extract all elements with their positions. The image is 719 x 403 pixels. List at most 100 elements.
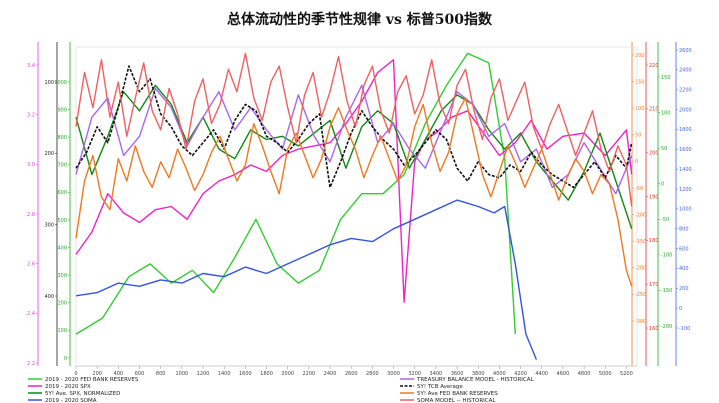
axis-tick-label: 400 xyxy=(57,245,67,251)
axis-tick-label: 1400 xyxy=(679,167,692,173)
axis-tick-label: 200 xyxy=(57,301,67,307)
legend-label: TREASURY BALANCE MODEL - HISTORICAL xyxy=(416,377,534,383)
grid-layer xyxy=(75,46,638,367)
axis-tick-label: 700 xyxy=(57,163,67,169)
axis-tick-label: 3.0 xyxy=(27,162,35,168)
chart-title: 总体流动性的季节性规律 vs 标普500指数 xyxy=(227,12,492,28)
x-tick-label: 800 xyxy=(156,371,166,377)
legend-item: 2019 - 2020 FED BANK RESERVES xyxy=(28,377,139,383)
x-tick-label: 1600 xyxy=(239,371,252,377)
axis-tick-label: 200 xyxy=(44,151,54,157)
axis-tick-label: 150 xyxy=(661,75,671,81)
series-line xyxy=(75,52,516,335)
x-tick-label: 2000 xyxy=(281,371,294,377)
series-1 xyxy=(75,59,633,303)
axis-red_right: 160 170 180 190 200 210 220 xyxy=(645,42,659,366)
axis-tick-label: 2600 xyxy=(679,48,692,54)
axis-tick-label: 2.6 xyxy=(27,261,35,267)
legend-label: 2019 - 2020 SOMA xyxy=(45,398,97,403)
axis-tick-label: -150 xyxy=(661,288,672,294)
axis-tick-label: 200 xyxy=(679,286,689,292)
legend-label: 5Y! Ave. SPX, NORMALIZED xyxy=(45,391,120,397)
legend-item: 2019 - 2020 SPX xyxy=(28,384,91,390)
x-tick-label: 4600 xyxy=(557,371,570,377)
x-tick-label: 5000 xyxy=(599,371,612,377)
axis-tick-label: 220 xyxy=(649,63,659,69)
x-tick-label: 1800 xyxy=(260,371,273,377)
axis-tick-label: 300 xyxy=(57,273,67,279)
series-line xyxy=(75,84,633,230)
legend-item: 5Y! Ave. SPX, NORMALIZED xyxy=(28,391,120,397)
x-tick-label: 1200 xyxy=(197,371,210,377)
x-tick-label: 3800 xyxy=(472,371,485,377)
axis-tick-label: -300 xyxy=(635,319,646,325)
axis-tick-label: 180 xyxy=(649,238,659,244)
x-tick-label: 400 xyxy=(114,371,124,377)
x-tick-label: 4200 xyxy=(514,371,527,377)
axis-tick-label: 0 xyxy=(64,356,67,362)
axis-tick-label: 800 xyxy=(679,227,689,233)
x-tick-label: 3000 xyxy=(387,371,400,377)
x-tick-label: 3200 xyxy=(408,371,421,377)
x-tick-label: 1000 xyxy=(175,371,188,377)
series-7 xyxy=(75,52,633,207)
series-line xyxy=(75,84,633,195)
axis-tick-label: 2.2 xyxy=(27,361,35,367)
axis-tick-label: 100 xyxy=(661,110,671,116)
axis-tick-label: -250 xyxy=(635,292,646,298)
series-2 xyxy=(75,84,633,230)
axis-tick-label: 2200 xyxy=(679,88,692,94)
x-tick-label: 2600 xyxy=(345,371,358,377)
axis-tick-label: 300 xyxy=(44,222,54,228)
legend-label: SOMA MODEL -- HISTORICAL xyxy=(417,398,496,403)
axis-tick-label: 2000 xyxy=(679,107,692,113)
x-tick-label: 4000 xyxy=(493,371,506,377)
axis-black_left: 400 300 200 100 xyxy=(44,42,58,366)
axes-layer: 0 200 400 600 800 1000 1200 1400 1600 1800 2000 220… xyxy=(27,42,692,377)
legend-label: 5Y! TCB Average xyxy=(417,384,463,390)
axis-tick-label: 160 xyxy=(649,326,659,332)
axis-tick-label: 3.4 xyxy=(27,63,35,69)
axis-tick-label: 50 xyxy=(635,133,641,139)
legend-item: 5Y! Ave FED BANK RESERVES xyxy=(400,391,498,397)
axis-tick-label: 2.4 xyxy=(27,311,35,317)
axis-tick-label: 3.2 xyxy=(27,112,35,118)
series-line xyxy=(75,199,538,360)
axis-tick-label: 2.8 xyxy=(27,212,35,218)
axis-tick-label: 400 xyxy=(44,294,54,300)
axis-tick-label: 200 xyxy=(649,150,659,156)
axis-tick-label: 1600 xyxy=(679,147,692,153)
axis-tick-label: 900 xyxy=(57,107,67,113)
axis-tick-label: 100 xyxy=(635,106,645,112)
x-tick-label: 5200 xyxy=(620,371,633,377)
axis-tick-label: 600 xyxy=(679,246,689,252)
axis-tick-label: 50 xyxy=(661,146,667,152)
series-line xyxy=(75,59,633,303)
plot-frame xyxy=(75,46,638,367)
axis-tick-label: -100 xyxy=(661,253,672,259)
axis-tick-label: 600 xyxy=(57,190,67,196)
axis-tick-label: 1000 xyxy=(54,80,67,86)
axis-tick-label: -100 xyxy=(635,212,646,218)
axis-tick-label: 210 xyxy=(649,107,659,113)
x-tick-label: 600 xyxy=(135,371,145,377)
axis-tick-label: 0 xyxy=(635,159,638,165)
x-tick-label: 4400 xyxy=(535,371,548,377)
series-4 xyxy=(75,84,633,195)
axis-tick-label: 1800 xyxy=(679,127,692,133)
axis-pink_left: 2.2 2.4 2.6 2.8 3.0 3.2 3.4 xyxy=(27,42,39,367)
x-tick-label: 1400 xyxy=(218,371,231,377)
legend-item: TREASURY BALANCE MODEL - HISTORICAL xyxy=(400,377,534,383)
axis-tick-label: 0 xyxy=(679,306,682,312)
axis-green_right: -200 -150 -100 -50 0 50 100 150 xyxy=(657,42,672,366)
axis-tick-label: -200 xyxy=(661,324,672,330)
series-line xyxy=(75,52,633,207)
axis-tick-label: 100 xyxy=(44,80,54,86)
axis-tick-label: 150 xyxy=(635,79,645,85)
axis-blue_right: -100 0 200 400 600 800 1000 1200 1400 1600 1800 200… xyxy=(675,42,692,366)
series-3 xyxy=(75,199,538,360)
axis-tick-label: 800 xyxy=(57,135,67,141)
axis-orange_right: -300 -250 -200 -150 -100 -50 0 50 100 150 200 xyxy=(631,42,646,366)
legend-label: 2019 - 2020 SPX xyxy=(45,384,91,390)
